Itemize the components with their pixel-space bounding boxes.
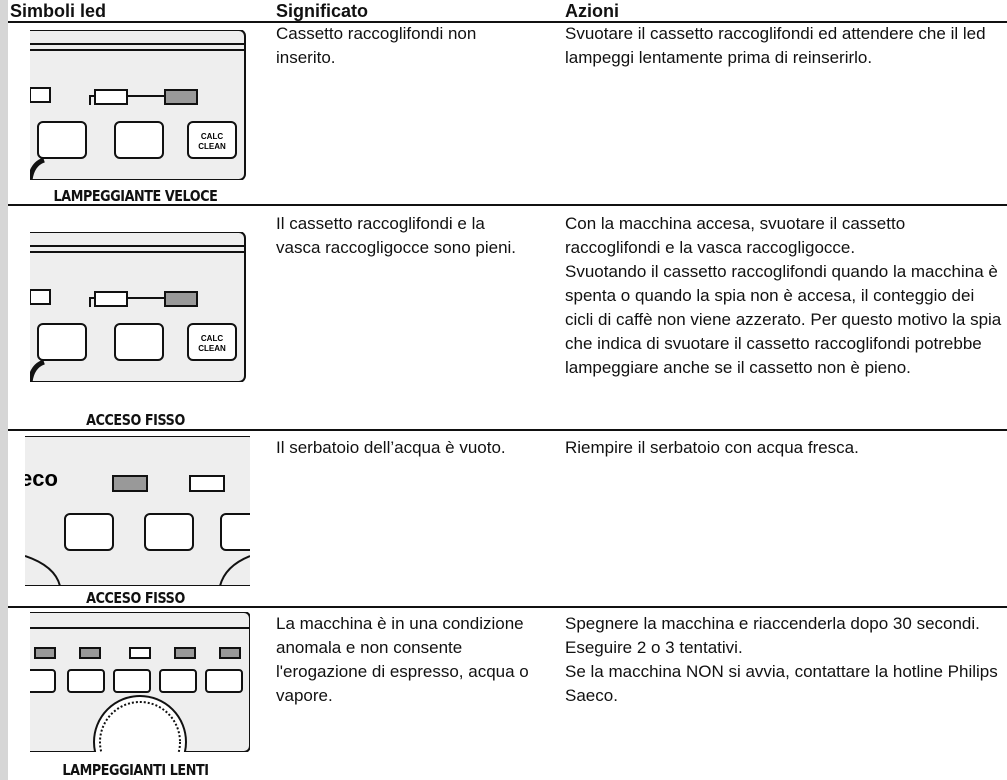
rule: [8, 429, 1007, 431]
action-text: Se la macchina NON si avvia, contattare …: [565, 662, 998, 705]
header: Azioni: [565, 1, 619, 21]
panel-illustration: CALC CLEAN: [30, 30, 246, 180]
meaning: Cassetto raccoglifondi non inserito.: [276, 24, 477, 67]
actions: Spegnere la macchina e riaccenderla dopo…: [565, 612, 1005, 708]
panel-label: CLEAN: [198, 344, 226, 353]
led-status: ACCESO FISSO: [86, 589, 185, 607]
panel-label: CALC: [201, 334, 223, 343]
action-text: Con la macchina accesa, svuotare il cass…: [565, 214, 906, 257]
meaning: Il serbatoio dell’acqua è vuoto.: [276, 438, 506, 457]
action-text: Riempire il serbatoio con acqua fresca.: [565, 438, 859, 457]
rule: [8, 204, 1007, 206]
led-status: LAMPEGGIANTI LENTI: [62, 761, 209, 779]
sidebar: [0, 0, 8, 780]
actions: Svuotare il cassetto raccoglifondi ed at…: [565, 22, 1005, 70]
panel-illustration: [30, 612, 250, 752]
meaning: La macchina è in una condizione anomala …: [276, 614, 529, 705]
panel-label: eco: [25, 466, 58, 491]
header: Simboli led: [10, 1, 107, 21]
actions: Riempire il serbatoio con acqua fresca.: [565, 436, 1005, 460]
rule: [8, 21, 1007, 23]
action-text: Eseguire 2 o 3 tentativi.: [565, 638, 743, 657]
meaning: Il cassetto raccoglifondi e la vasca rac…: [276, 214, 517, 257]
led-status: ACCESO FISSO: [86, 411, 185, 429]
panel-label: CALC: [201, 132, 223, 141]
actions: Con la macchina accesa, svuotare il cass…: [565, 212, 1005, 380]
action-text: Svuotare il cassetto raccoglifondi ed at…: [565, 24, 986, 67]
panel-label: CLEAN: [198, 142, 226, 151]
action-text: Svuotando il cassetto raccoglifondi quan…: [565, 262, 1002, 377]
led-status: LAMPEGGIANTE VELOCE: [53, 187, 218, 205]
panel-illustration: eco: [25, 436, 250, 586]
rule: [8, 606, 1007, 608]
header: Significato: [276, 1, 369, 21]
panel-illustration: CALC CLEAN: [30, 232, 246, 382]
action-text: Spegnere la macchina e riaccenderla dopo…: [565, 614, 980, 633]
